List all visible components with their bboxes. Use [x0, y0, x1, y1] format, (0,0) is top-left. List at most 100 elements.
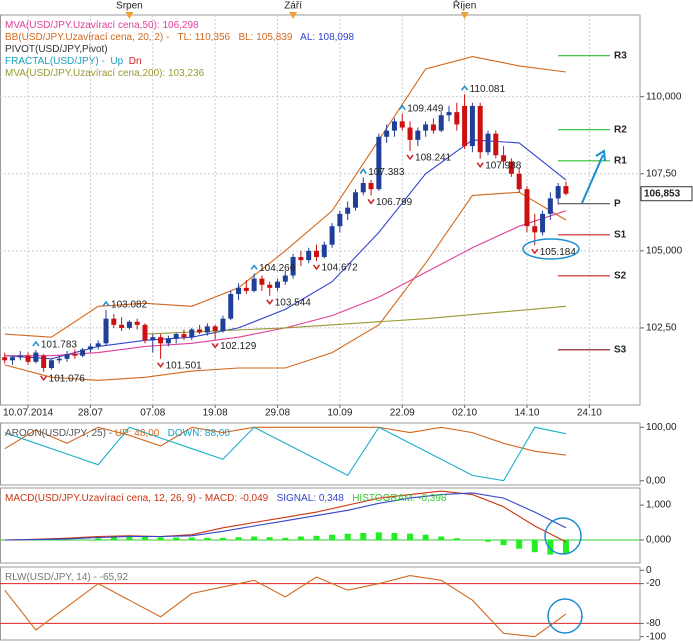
candle-body — [251, 278, 257, 291]
candle-body — [220, 318, 226, 332]
candle-body — [80, 349, 86, 356]
candle-body — [446, 112, 452, 116]
fractal-label: 107.988 — [485, 160, 522, 171]
y-tick-label: 0,00 — [646, 475, 666, 486]
fractal-marker — [40, 375, 48, 382]
y-tick-label: 102,50 — [646, 323, 677, 334]
fractal-label: 103.544 — [275, 297, 312, 308]
histogram-bar — [313, 535, 320, 540]
fractal-marker — [406, 154, 414, 161]
indicator-line — [4, 492, 567, 541]
histogram-bar — [484, 539, 491, 542]
fractal-label: 106.799 — [376, 197, 413, 208]
candle-body — [352, 192, 358, 208]
histogram-bar — [453, 538, 460, 540]
pivot-label: R3 — [614, 50, 627, 61]
fractal-marker — [312, 264, 321, 271]
candle-body — [243, 287, 249, 291]
legend-text: PIVOT(USD/JPY,Pivot) — [5, 44, 108, 55]
legend-text: AROON(USD/JPY, 25) - — [5, 428, 115, 439]
histogram-bar — [173, 537, 180, 540]
histogram-bar — [204, 537, 211, 540]
histogram-bar — [375, 532, 382, 540]
candle-body — [423, 124, 429, 131]
y-tick-label: 0,000 — [646, 535, 671, 546]
candle-body — [313, 250, 319, 258]
legend-text: DOWN: 88,00 — [159, 428, 230, 439]
fractal-marker — [102, 300, 110, 307]
candle-body — [56, 358, 62, 361]
legend-text: MVA(USD/JPY.Uzavírací cena,50): 106,298 — [5, 20, 199, 31]
fractal-marker — [367, 198, 375, 205]
candle-body — [142, 324, 148, 341]
legend-entry: MVA(USD/JPY.Uzavírací cena,50): 106,298 — [5, 20, 199, 31]
histogram-bar — [188, 537, 195, 540]
x-tick-label: 02.10 — [452, 408, 477, 419]
legend-entry: AROON(USD/JPY, 25) - UP: 48,00 DOWN: 88,… — [5, 428, 230, 439]
candle-body — [508, 161, 514, 174]
legend-entry: FRACTAL(USD/JPY) - Up Dn — [5, 56, 142, 67]
histogram-bar — [251, 536, 258, 540]
candle-body — [430, 124, 436, 131]
histogram-bar — [282, 537, 289, 540]
indicator-line — [4, 426, 567, 482]
legend-text: MVA(USD/JPY.Uzavírací cena,200): 103,236 — [5, 68, 205, 79]
candle-body — [524, 189, 530, 227]
legend-entry: BB(USD/JPY.Uzavírací cena, 20, 2) - TL: … — [5, 32, 355, 43]
histogram-bar — [235, 537, 242, 540]
histogram-bar — [422, 534, 429, 540]
histogram-bar — [110, 537, 117, 540]
candle-body — [41, 355, 47, 369]
legend-text: BB(USD/JPY.Uzavírací cena, 20, 2) - TL: … — [5, 32, 293, 43]
candle-body — [555, 186, 561, 199]
candle-body — [17, 355, 23, 358]
candle-body — [228, 294, 234, 319]
month-marker — [125, 12, 134, 19]
fractal-label: 102.129 — [220, 341, 257, 352]
histogram-bar — [157, 537, 164, 540]
candle-body — [532, 226, 538, 233]
y-tick-label: 0 — [646, 565, 652, 576]
candle-body — [360, 183, 366, 193]
histogram-bar — [297, 536, 304, 540]
candle-body — [275, 281, 281, 288]
panel — [0, 422, 641, 486]
candle-body — [173, 334, 179, 339]
fractal-label: 104.266 — [259, 263, 296, 274]
legend-text: Up — [108, 56, 124, 67]
y-tick-label: 110,000 — [646, 91, 682, 102]
candle-body — [321, 244, 327, 258]
candle-body — [197, 329, 203, 333]
legend-text: RLW(USD/JPY, 14) - -65,92 — [5, 572, 128, 583]
fractal-label: 108.241 — [415, 153, 452, 164]
pivot-label: R2 — [614, 124, 627, 135]
last-price-label: 106,853 — [644, 188, 681, 199]
candle-body — [158, 337, 164, 344]
x-tick-label: 10.09 — [327, 408, 352, 419]
x-tick-label: 24.10 — [577, 408, 602, 419]
y-tick-label: -20 — [646, 578, 661, 589]
indicator-line — [4, 56, 566, 338]
x-tick-label: 19.08 — [203, 408, 228, 419]
candle-body — [337, 213, 343, 227]
x-tick-label: 22.09 — [390, 408, 415, 419]
candle-body — [282, 275, 288, 282]
legend-entry: PIVOT(USD/JPY,Pivot) — [5, 44, 108, 55]
candle-body — [25, 355, 31, 362]
pivot-label: P — [614, 198, 621, 209]
legend-entry: RLW(USD/JPY, 14) - -65,92 — [5, 572, 128, 583]
fractal-label: 101.076 — [49, 373, 86, 384]
x-tick-label: 14.10 — [514, 408, 539, 419]
candle-body — [391, 121, 397, 131]
histogram-bar — [547, 539, 554, 555]
month-label: Říjen — [453, 0, 476, 12]
y-tick-label: 100,00 — [646, 422, 677, 433]
month-marker — [460, 12, 469, 19]
legend-text: AL: 108,098 — [292, 32, 354, 43]
histogram-bar — [329, 534, 336, 540]
candle-body — [2, 357, 8, 361]
fractal-label: 104.672 — [321, 263, 358, 274]
candle-body — [298, 257, 304, 261]
